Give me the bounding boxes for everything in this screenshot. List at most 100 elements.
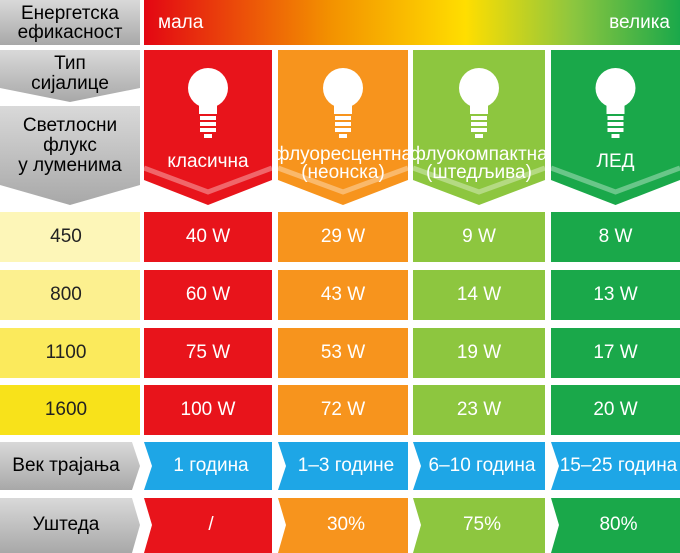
watt-value: 75 W	[186, 342, 230, 363]
efficiency-bar	[144, 0, 680, 45]
savings-value: /	[208, 514, 214, 535]
column-name-line: флуокомпактна	[410, 144, 548, 165]
watt-value: 23 W	[457, 399, 501, 420]
column-header	[278, 50, 408, 205]
column-name-line: класична	[167, 151, 249, 172]
lumen-cell	[0, 212, 140, 262]
bulb-glass	[323, 68, 363, 108]
lumen-value: 800	[50, 284, 82, 305]
column-header	[413, 50, 545, 205]
savings-cell	[144, 498, 272, 553]
bulb-tip	[204, 134, 212, 138]
lumen-cell	[0, 385, 140, 435]
bulb-base	[607, 116, 624, 120]
lifespan-cell	[144, 442, 272, 490]
savings-value: 75%	[463, 514, 501, 535]
column-header	[144, 50, 272, 205]
lifespan-cell	[413, 442, 545, 490]
lifespan-cell	[278, 442, 408, 490]
bulb-tip	[475, 134, 483, 138]
watt-cell	[413, 385, 545, 435]
lifespan-label-cell	[0, 442, 140, 490]
watt-value: 8 W	[599, 226, 633, 247]
lifespan-value: 15–25 година	[560, 455, 678, 476]
lumen-cell	[0, 328, 140, 378]
column-name-line: флуоресцентна	[274, 144, 413, 165]
watt-cell	[278, 212, 408, 262]
efficiency-label-cell	[0, 0, 140, 45]
column-name: флуоресцентна (неонска)	[274, 144, 413, 183]
watt-value: 72 W	[321, 399, 365, 420]
header-chevron	[277, 165, 409, 195]
watt-cell	[551, 270, 680, 320]
savings-cell	[413, 498, 545, 553]
watt-cell	[278, 328, 408, 378]
header-chevron	[550, 165, 680, 195]
watt-value: 14 W	[457, 284, 501, 305]
type-label-cell	[0, 50, 140, 102]
low-label: мала	[158, 12, 204, 33]
savings-value: 80%	[599, 514, 637, 535]
watt-cell	[413, 328, 545, 378]
watt-cell	[413, 212, 545, 262]
watt-cell	[551, 328, 680, 378]
watt-value: 43 W	[321, 284, 365, 305]
lifespan-value: 6–10 година	[429, 455, 536, 476]
lumen-value: 1600	[45, 399, 87, 420]
efficiency-label: Енергетска ефикасност	[18, 3, 123, 43]
savings-label: Уштеда	[33, 514, 100, 535]
bulb-base	[200, 122, 216, 126]
bulb-neck	[606, 100, 625, 114]
flux-label: Светлосни флукс у луменима	[18, 115, 122, 176]
header-chevron	[143, 165, 273, 195]
watt-value: 40 W	[186, 226, 230, 247]
savings-cell	[551, 498, 680, 553]
watt-value: 19 W	[457, 342, 501, 363]
bulb-neck	[470, 100, 488, 114]
lifespan-label: Век трајања	[12, 455, 120, 476]
bulb-base	[200, 116, 216, 120]
column-name-line: ЛЕД	[596, 151, 634, 172]
watt-value: 60 W	[186, 284, 230, 305]
watt-value: 29 W	[321, 226, 365, 247]
bulb-base	[471, 128, 487, 132]
watt-value: 53 W	[321, 342, 365, 363]
bulb-glass	[595, 68, 636, 108]
type-label: Тип сијалице	[31, 53, 109, 94]
savings-label-cell	[0, 498, 140, 553]
lifespan-value: 1 година	[173, 455, 249, 476]
column-name: флуокомпактна (штедљива)	[410, 144, 548, 183]
savings-value: 30%	[327, 514, 365, 535]
watt-cell	[413, 270, 545, 320]
lifespan-value: 1–3 године	[298, 455, 394, 476]
lumen-cell	[0, 270, 140, 320]
bulb-tip	[611, 134, 620, 138]
watt-cell	[144, 270, 272, 320]
bulb-base	[471, 122, 487, 126]
column-name-line: (штедљива)	[426, 162, 532, 183]
flux-label-cell	[0, 106, 140, 205]
bulb-glass	[459, 68, 499, 108]
watt-cell	[551, 385, 680, 435]
bulb-tip	[339, 134, 347, 138]
savings-cell	[278, 498, 408, 553]
bulb-base	[607, 122, 624, 126]
bulb-base	[471, 116, 487, 120]
bulb-base	[335, 128, 351, 132]
bulb-base	[335, 116, 351, 120]
bulb-base	[335, 122, 351, 126]
watt-value: 13 W	[593, 284, 637, 305]
watt-cell	[278, 385, 408, 435]
watt-value: 17 W	[593, 342, 637, 363]
watt-cell	[144, 385, 272, 435]
watt-cell	[278, 270, 408, 320]
bulb-glass	[188, 68, 228, 108]
header-chevron	[412, 165, 546, 195]
lumen-value: 1100	[46, 342, 87, 363]
watt-value: 100 W	[181, 399, 236, 420]
watt-cell	[144, 328, 272, 378]
lifespan-cell	[551, 442, 680, 490]
column-name: класична	[167, 151, 249, 172]
bulb-base	[200, 128, 216, 132]
